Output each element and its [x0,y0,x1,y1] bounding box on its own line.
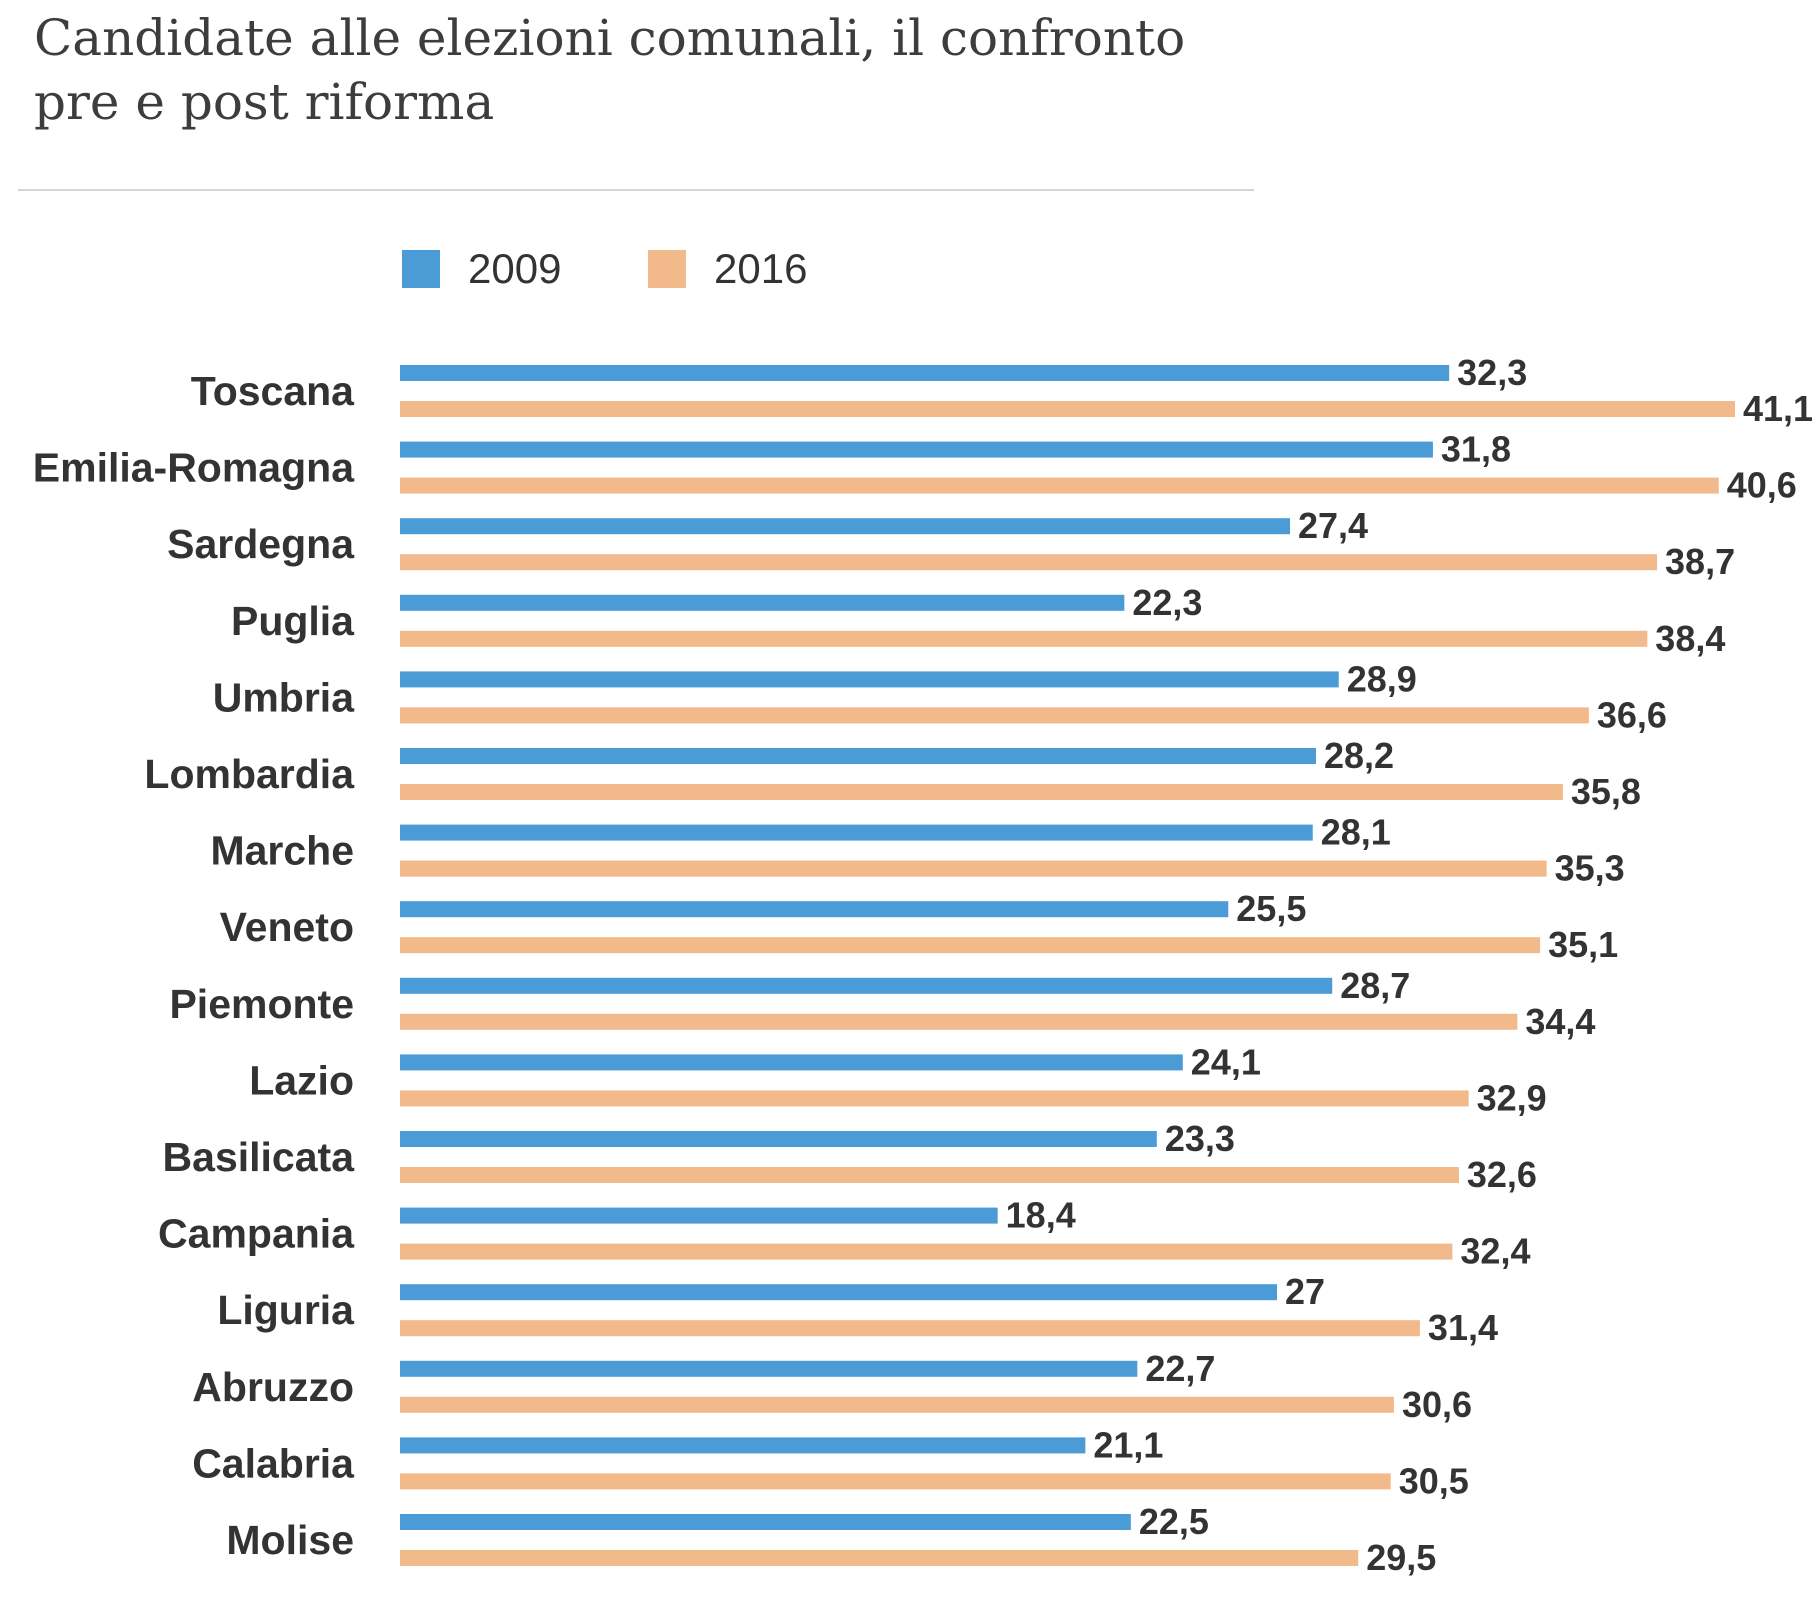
value-label-2009: 27 [1285,1271,1325,1312]
value-label-2009: 24,1 [1191,1041,1261,1082]
bar-2009 [400,365,1450,381]
category-label: Emilia-Romagna [33,445,355,491]
category-label: Marche [210,828,354,874]
bar-2016 [400,1243,1453,1260]
legend-label-2009: 2009 [468,245,562,292]
bar-2016 [400,1473,1391,1490]
value-label-2016: 30,5 [1399,1460,1469,1501]
bar-2009 [400,441,1433,458]
value-label-2016: 29,5 [1366,1537,1436,1578]
value-label-2009: 28,1 [1321,812,1391,853]
legend-item-2009: 2009 [402,244,561,294]
value-label-2016: 35,1 [1548,924,1618,965]
value-label-2016: 30,6 [1402,1384,1472,1425]
bar-2009 [400,824,1313,841]
category-label: Piemonte [169,981,354,1027]
bar-2009 [400,1284,1278,1301]
bar-2016 [400,554,1658,571]
category-label: Umbria [213,674,355,720]
value-label-2009: 22,7 [1145,1348,1215,1389]
category-label: Veneto [220,904,354,950]
bar-2009 [400,1131,1157,1147]
value-label-2009: 25,5 [1236,888,1306,929]
value-label-2016: 36,6 [1597,694,1667,735]
bar-2016 [400,860,1547,877]
category-label: Calabria [192,1440,355,1486]
bar-2009 [400,518,1290,535]
value-label-2016: 40,6 [1727,465,1797,506]
legend-swatch-2016 [648,250,686,288]
bar-2016 [400,401,1735,417]
bar-2016 [400,1167,1459,1183]
value-label-2009: 22,3 [1132,582,1202,623]
category-label: Lazio [249,1057,354,1103]
value-label-2016: 38,4 [1655,618,1725,659]
value-label-2016: 32,4 [1460,1231,1530,1272]
bar-2009 [400,901,1229,918]
value-label-2009: 28,2 [1324,735,1394,776]
category-label: Liguria [217,1287,355,1333]
legend-item-2016: 2016 [648,244,807,294]
category-label: Sardegna [167,521,355,567]
bar-2016 [400,1396,1394,1413]
category-label: Lombardia [144,751,355,797]
value-label-2016: 32,6 [1467,1154,1537,1195]
value-label-2009: 28,9 [1347,658,1417,699]
title-divider [18,189,1254,191]
value-label-2009: 22,5 [1139,1501,1209,1542]
bar-2016 [400,1320,1420,1337]
legend-label-2016: 2016 [714,245,808,292]
value-label-2016: 35,8 [1571,771,1641,812]
value-label-2009: 23,3 [1165,1118,1235,1159]
value-label-2016: 35,3 [1555,848,1625,889]
bar-2016 [400,1090,1469,1107]
bar-2009 [400,1360,1138,1377]
value-label-2016: 38,7 [1665,541,1735,582]
bar-2016 [400,784,1563,800]
category-label: Puglia [231,598,355,644]
bar-2016 [400,1550,1359,1566]
chart-title: Candidate alle elezioni comunali, il con… [34,9,1186,131]
bar-2016 [400,477,1719,494]
bar-2016 [400,630,1648,647]
bar-2009 [400,977,1333,994]
value-label-2009: 28,7 [1340,965,1410,1006]
category-label: Toscana [191,368,355,414]
bar-2016 [400,937,1541,954]
bar-2016 [400,1013,1518,1030]
value-label-2009: 27,4 [1298,505,1368,546]
category-label: Abruzzo [192,1364,354,1410]
value-label-2016: 32,9 [1477,1077,1547,1118]
bar-2009 [400,1437,1086,1454]
value-label-2009: 31,8 [1441,429,1511,470]
legend-swatch-2009 [402,250,440,288]
value-label-2016: 41,1 [1743,388,1813,429]
value-label-2016: 31,4 [1428,1307,1498,1348]
category-label: Molise [226,1517,354,1563]
value-label-2009: 18,4 [1006,1195,1076,1236]
category-label: Basilicata [163,1134,356,1180]
bar-2009 [400,594,1125,611]
value-label-2016: 34,4 [1525,1001,1595,1042]
bar-2009 [400,1514,1131,1530]
bar-2009 [400,1054,1183,1071]
bar-2016 [400,707,1589,724]
bar-2009 [400,1207,998,1224]
bar-2009 [400,748,1316,764]
category-label: Campania [158,1211,355,1257]
value-label-2009: 32,3 [1457,352,1527,393]
bar-2009 [400,671,1339,688]
value-label-2009: 21,1 [1093,1424,1163,1465]
